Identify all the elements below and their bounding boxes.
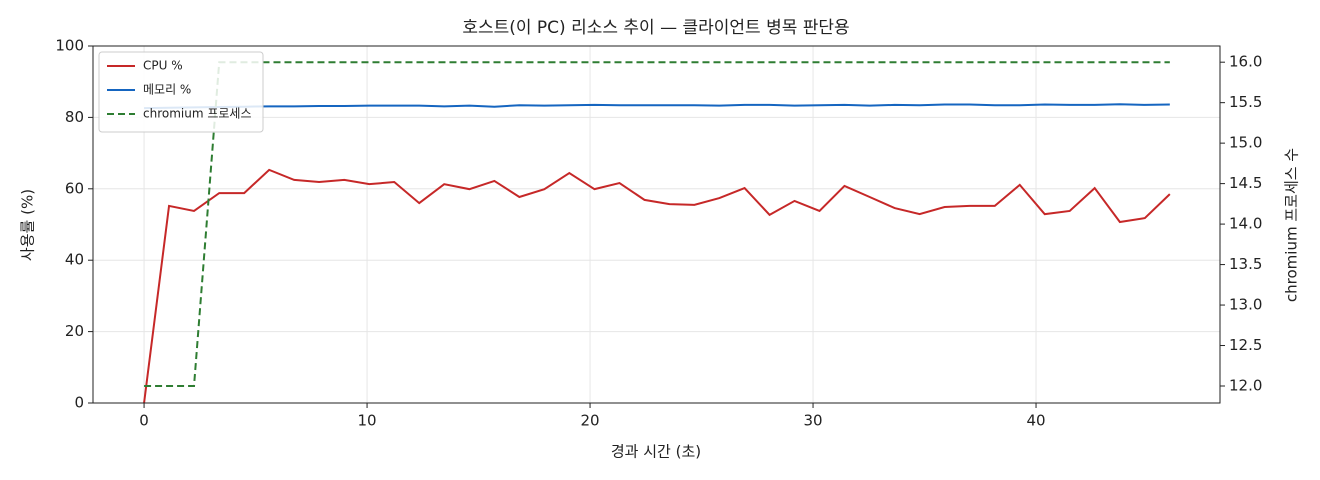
y-tick-label: 40 (65, 251, 84, 269)
y2-axis-label: chromium 프로세스 수 (1283, 148, 1301, 302)
y2-tick-label: 12.0 (1229, 377, 1262, 395)
y2-tick-label: 13.0 (1229, 296, 1262, 314)
y-tick-label: 20 (65, 322, 84, 340)
y-tick-label: 60 (65, 179, 84, 197)
chart-title: 호스트(이 PC) 리소스 추이 — 클라이언트 병목 판단용 (462, 18, 849, 38)
x-tick-label: 20 (581, 412, 600, 430)
legend-label: chromium 프로세스 (143, 107, 252, 121)
legend-box (98, 51, 264, 133)
y2-tick-label: 12.5 (1229, 336, 1262, 354)
series-line (143, 168, 1171, 404)
plot-frame (92, 45, 1221, 404)
y2-tick-label: 15.0 (1229, 134, 1262, 152)
x-tick-label: 10 (358, 412, 377, 430)
x-tick-label: 40 (1026, 412, 1045, 430)
y-tick-label: 80 (65, 108, 84, 126)
series-line (144, 103, 1170, 110)
y-axis-label: 사용률 (%) (19, 189, 37, 261)
y2-tick-label: 14.0 (1229, 215, 1262, 233)
y2-tick-label: 15.5 (1229, 93, 1262, 111)
series-line (144, 61, 1170, 387)
legend-label: CPU % (143, 59, 183, 73)
y2-tick-label: 13.5 (1229, 255, 1262, 273)
x-axis-label: 경과 시간 (초) (611, 443, 701, 461)
y2-tick-label: 16.0 (1229, 53, 1262, 71)
y2-tick-label: 14.5 (1229, 174, 1262, 192)
x-tick-label: 30 (803, 412, 822, 430)
y-tick-label: 100 (55, 37, 84, 55)
legend-label: 메모리 % (143, 83, 191, 97)
x-tick-label: 0 (139, 412, 149, 430)
y-tick-label: 0 (74, 394, 84, 412)
